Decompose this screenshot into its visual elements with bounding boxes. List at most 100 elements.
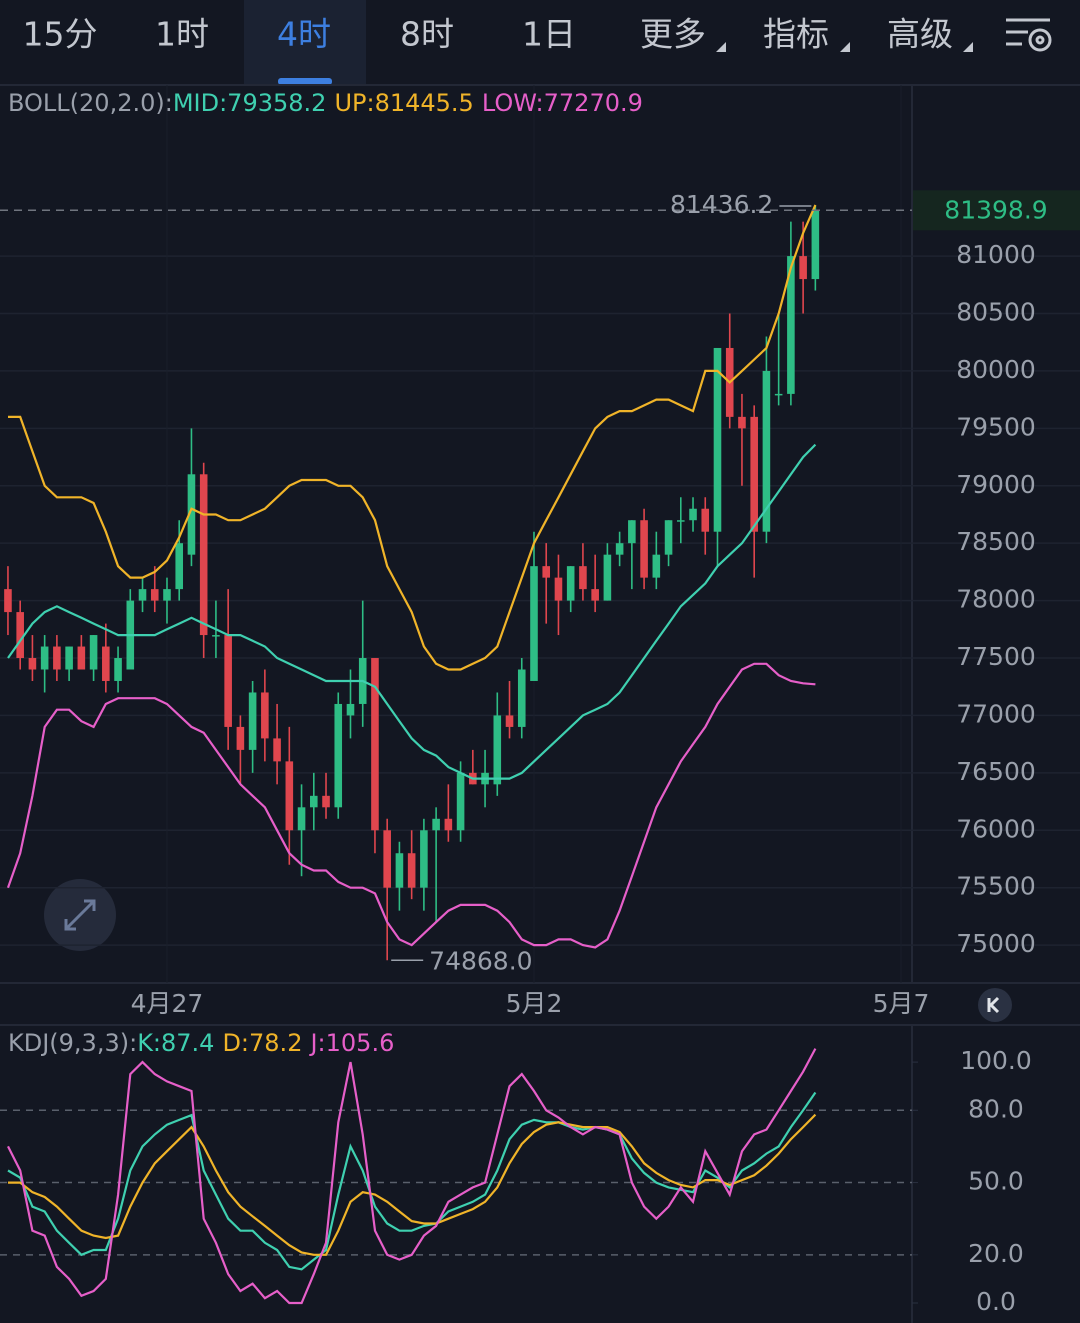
indicator-line — [6, 662, 816, 949]
candle-body — [187, 474, 196, 555]
y-tick-label: 81000 — [956, 240, 1036, 269]
candle-body — [102, 646, 110, 681]
legend-entry: LOW:77270.9 — [482, 89, 643, 117]
y-tick-label: 78500 — [956, 527, 1036, 556]
candle-body — [407, 853, 416, 888]
candle-body — [395, 853, 404, 888]
candle-body — [28, 658, 37, 670]
candle-body — [640, 520, 648, 578]
candle-body — [322, 795, 330, 808]
indicator-name: BOLL(20,2.0): — [8, 89, 173, 117]
candle-body — [750, 416, 758, 532]
settings-icon[interactable] — [1006, 18, 1052, 52]
indicator-line — [8, 204, 817, 671]
candle-body — [799, 256, 807, 280]
plot — [0, 85, 1080, 983]
dropdown-arrows — [716, 42, 973, 52]
tab-indicator — [278, 78, 332, 85]
indicator-line — [7, 443, 817, 780]
tab[interactable]: 8时 — [400, 15, 454, 54]
tab[interactable]: 15分 — [23, 15, 98, 54]
candle-body — [774, 393, 783, 396]
candle-body — [420, 830, 428, 888]
legend-entry: J:105.6 — [308, 1029, 394, 1057]
candle-body — [456, 772, 465, 831]
candle-body — [346, 703, 355, 716]
candle-body — [199, 474, 208, 636]
candle-body — [4, 589, 12, 613]
last-price-label: 81398.9 — [944, 195, 1047, 224]
y-tick-label: 50.0 — [968, 1167, 1024, 1196]
candle-body — [16, 612, 24, 659]
candle-body — [309, 795, 318, 808]
y-tick-label: 0.0 — [976, 1287, 1016, 1316]
candle-body — [89, 635, 98, 670]
candle-body — [787, 256, 795, 394]
scroll-end-button[interactable] — [978, 988, 1012, 1022]
x-tick-label: 5月2 — [506, 989, 563, 1018]
tab[interactable]: 1时 — [155, 15, 209, 54]
candle-body — [652, 554, 661, 578]
candle-body — [566, 566, 575, 601]
candle-body — [689, 508, 697, 521]
y-tick-label: 78000 — [956, 585, 1036, 614]
indicator-name: KDJ(9,3,3): — [8, 1029, 137, 1057]
y-tick-label: 100.0 — [960, 1046, 1032, 1075]
y-tick-label: 77500 — [956, 642, 1036, 671]
candle-body — [542, 566, 551, 578]
candle-body — [65, 646, 73, 670]
candle-body — [248, 692, 257, 750]
candle-body — [53, 646, 61, 670]
candle-body — [603, 554, 612, 601]
candle-body — [114, 658, 122, 681]
y-tick-label: 80500 — [956, 298, 1036, 327]
candle-body — [664, 520, 673, 555]
indicator-line — [8, 1113, 817, 1256]
legend-entry: K:87.4 — [137, 1029, 214, 1057]
candle-body — [212, 635, 220, 637]
candle-body — [138, 589, 147, 601]
candle-body — [432, 818, 440, 831]
candle-body — [371, 658, 379, 831]
candle-body — [175, 543, 184, 590]
y-tick-label: 76000 — [956, 814, 1036, 843]
candle-body — [334, 703, 343, 808]
candle-body — [554, 577, 563, 601]
y-tick-label: 75000 — [956, 929, 1036, 958]
legend-entry: MID:79358.2 — [173, 89, 327, 117]
candle-body — [738, 416, 746, 429]
tab[interactable]: 指标 — [763, 15, 829, 54]
candle-body — [591, 589, 599, 601]
expand-icon — [64, 899, 96, 931]
tab-highlight — [244, 0, 366, 84]
candle-body — [273, 738, 281, 762]
y-tick-label: 79000 — [956, 470, 1036, 499]
legend-entry: D:78.2 — [222, 1029, 302, 1057]
candle-body — [285, 761, 294, 831]
candle-body — [383, 830, 391, 888]
candle-body — [517, 669, 526, 727]
dropdown-arrow — [716, 42, 726, 52]
y-tick-label: 20.0 — [968, 1239, 1024, 1268]
indicator-legend: BOLL(20,2.0):MID:79358.2 UP:81445.5 LOW:77… — [8, 89, 643, 117]
y-tick-label: 75500 — [956, 872, 1036, 901]
candle-body — [579, 566, 587, 590]
candle-body — [762, 370, 771, 532]
candle-body — [530, 566, 538, 681]
last-price-box — [913, 190, 1080, 231]
candle-body — [676, 520, 685, 522]
x-tick-label: 5月7 — [873, 989, 930, 1018]
candle-body — [701, 508, 710, 532]
candle-body — [224, 635, 232, 727]
y-tick-label: 79500 — [956, 412, 1036, 441]
candle-body — [40, 646, 49, 670]
y-tick-label: 76500 — [956, 757, 1036, 786]
tab[interactable]: 4时 — [277, 15, 331, 54]
candle-body — [505, 715, 514, 727]
tab[interactable]: 更多 — [640, 15, 706, 54]
tab[interactable]: 1日 — [522, 15, 576, 54]
candle-body — [150, 589, 159, 601]
candle-body — [713, 347, 722, 532]
tab[interactable]: 高级 — [887, 15, 953, 54]
